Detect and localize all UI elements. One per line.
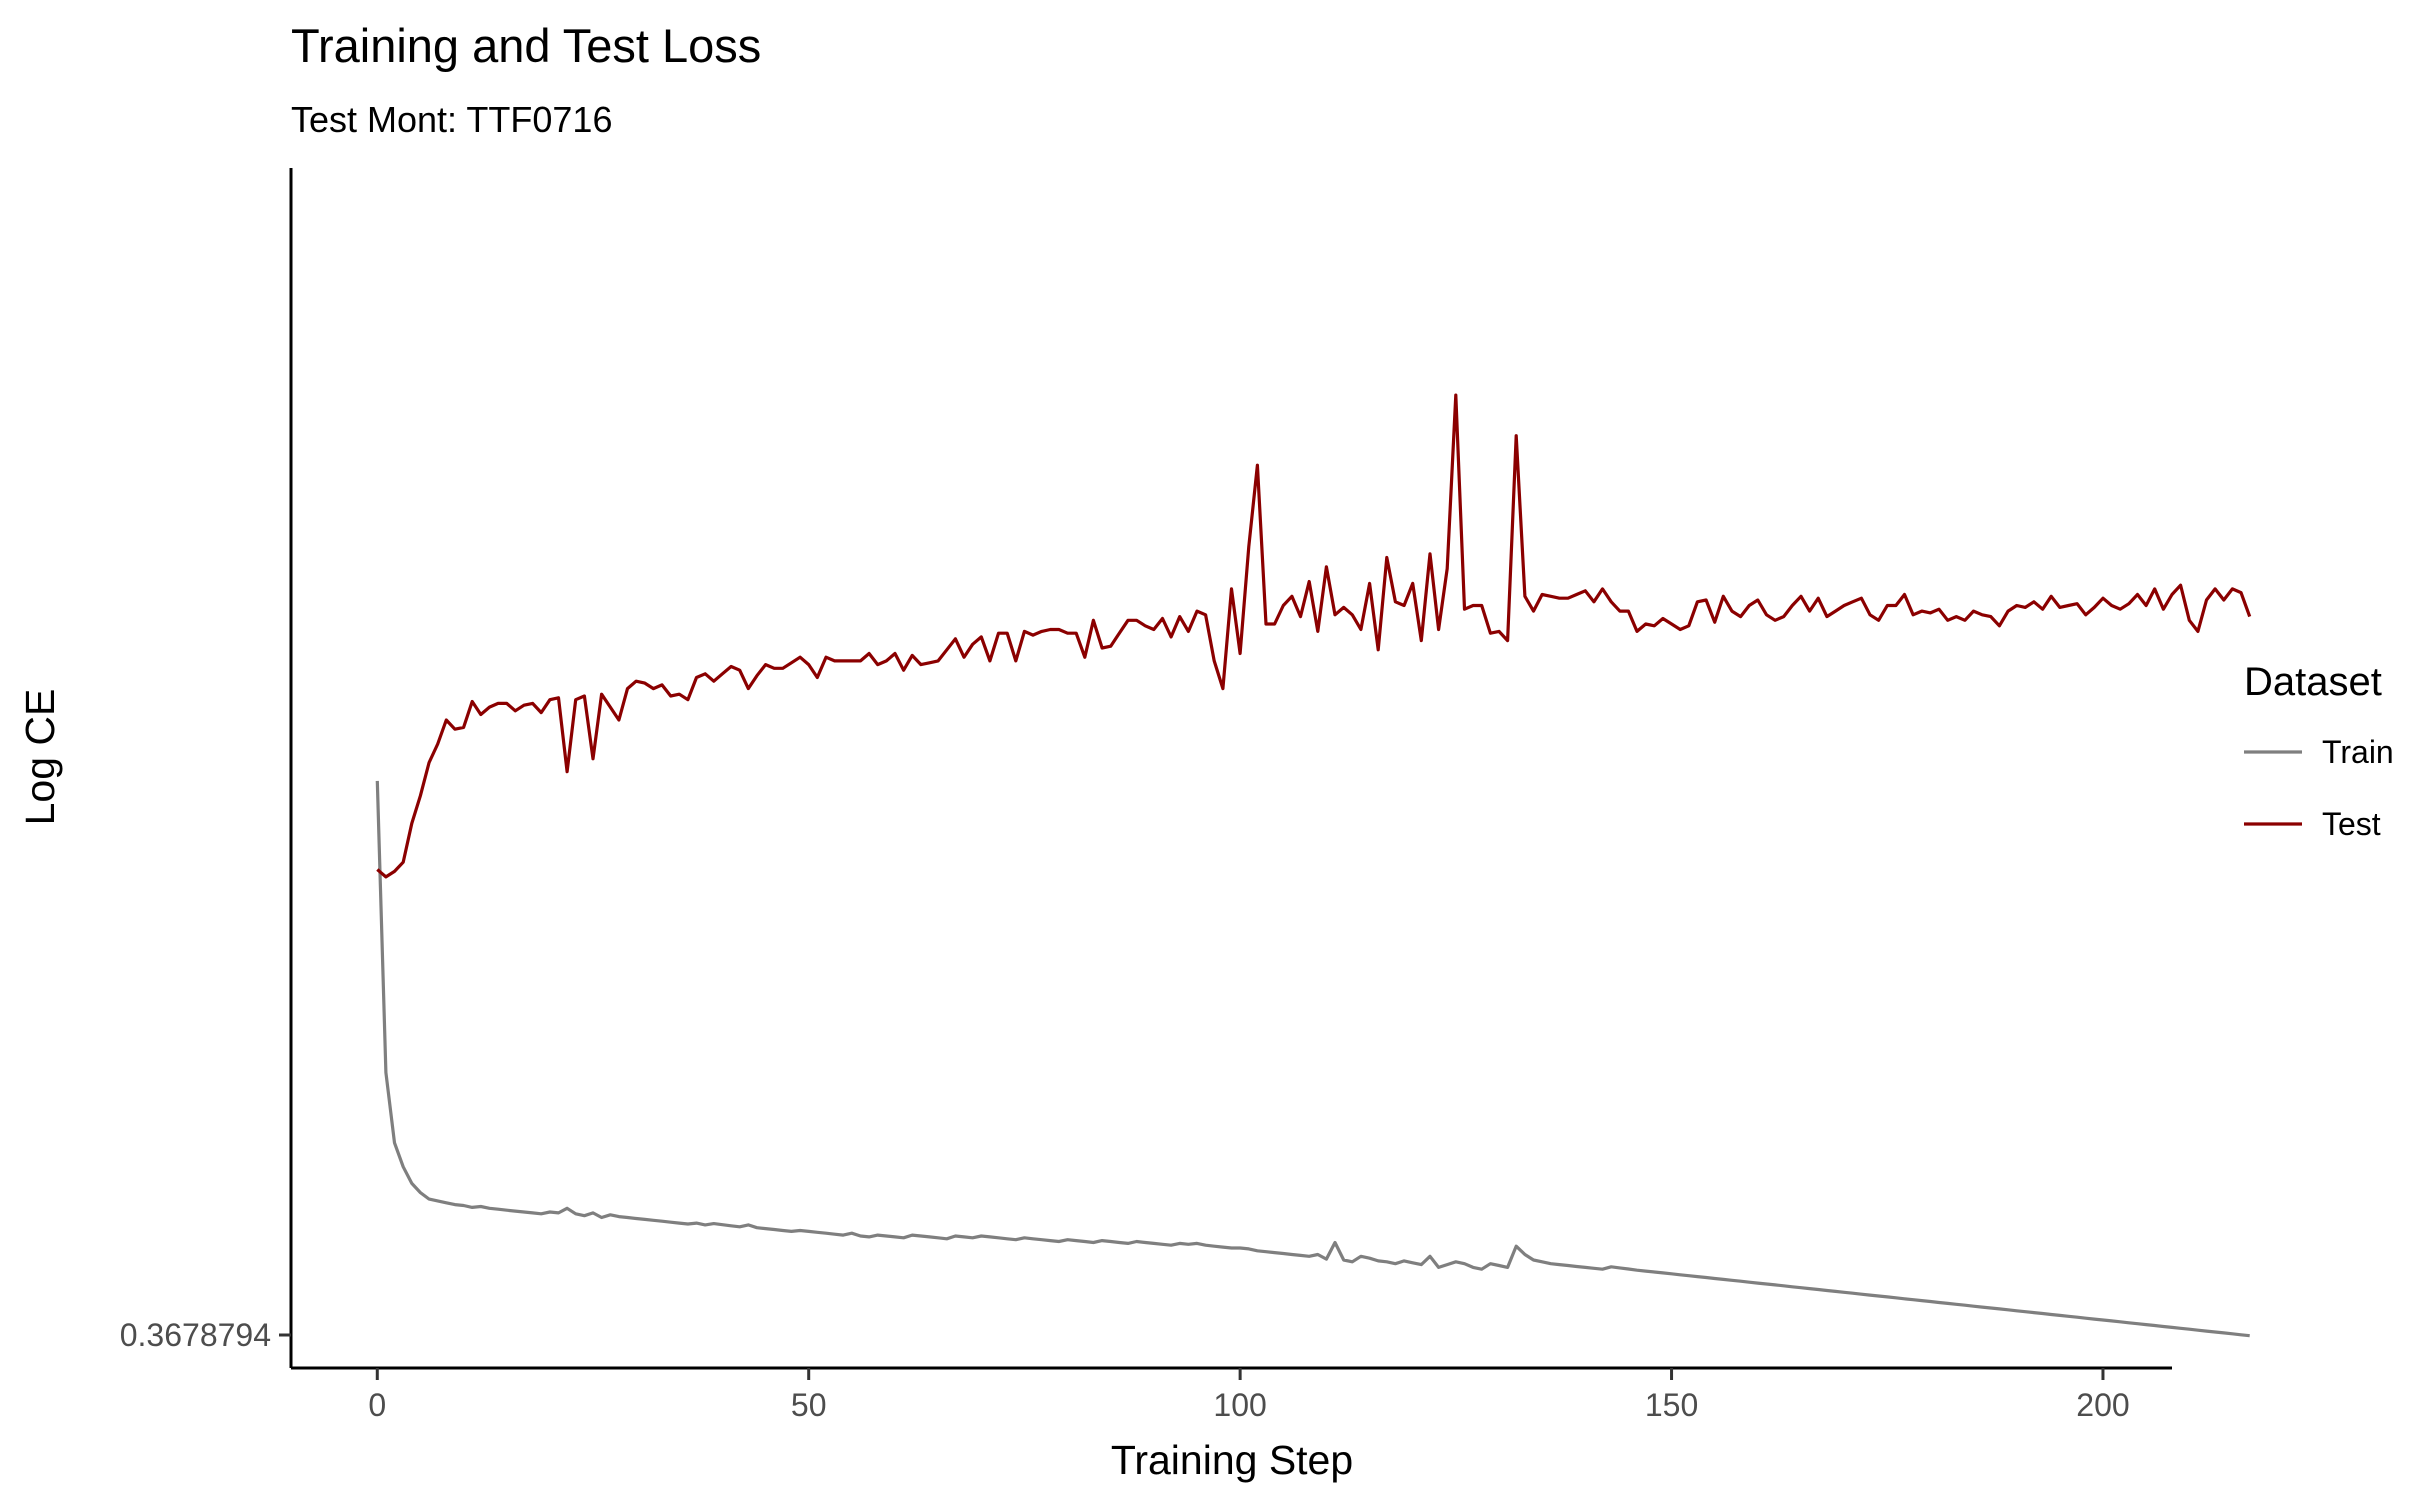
series-line-train: [375, 780, 2250, 1338]
chart-subtitle: Test Mont: TTF0716: [291, 99, 612, 140]
plot-area: 0 50 100 150 200 0.3678794: [120, 168, 2252, 1423]
y-axis-ticks: 0.3678794: [120, 1317, 291, 1353]
x-tick-label: 200: [2076, 1387, 2129, 1423]
legend-title: Dataset: [2244, 660, 2382, 704]
x-axis-title: Training Step: [1111, 1437, 1353, 1483]
chart-title: Training and Test Loss: [291, 19, 761, 72]
legend-label-train: Train: [2322, 734, 2394, 770]
y-tick-label: 0.3678794: [120, 1317, 271, 1353]
x-tick-label: 50: [791, 1387, 827, 1423]
x-tick-label: 0: [368, 1387, 386, 1423]
legend-label-test: Test: [2322, 806, 2381, 842]
series-layer: [375, 393, 2252, 1338]
x-tick-label: 150: [1645, 1387, 1698, 1423]
y-axis-title: Log CE: [17, 689, 63, 826]
x-axis-ticks: 0 50 100 150 200: [368, 1368, 2130, 1423]
legend: Dataset Train Test: [2244, 660, 2394, 842]
series-line-test: [376, 393, 2252, 879]
x-tick-label: 100: [1213, 1387, 1266, 1423]
